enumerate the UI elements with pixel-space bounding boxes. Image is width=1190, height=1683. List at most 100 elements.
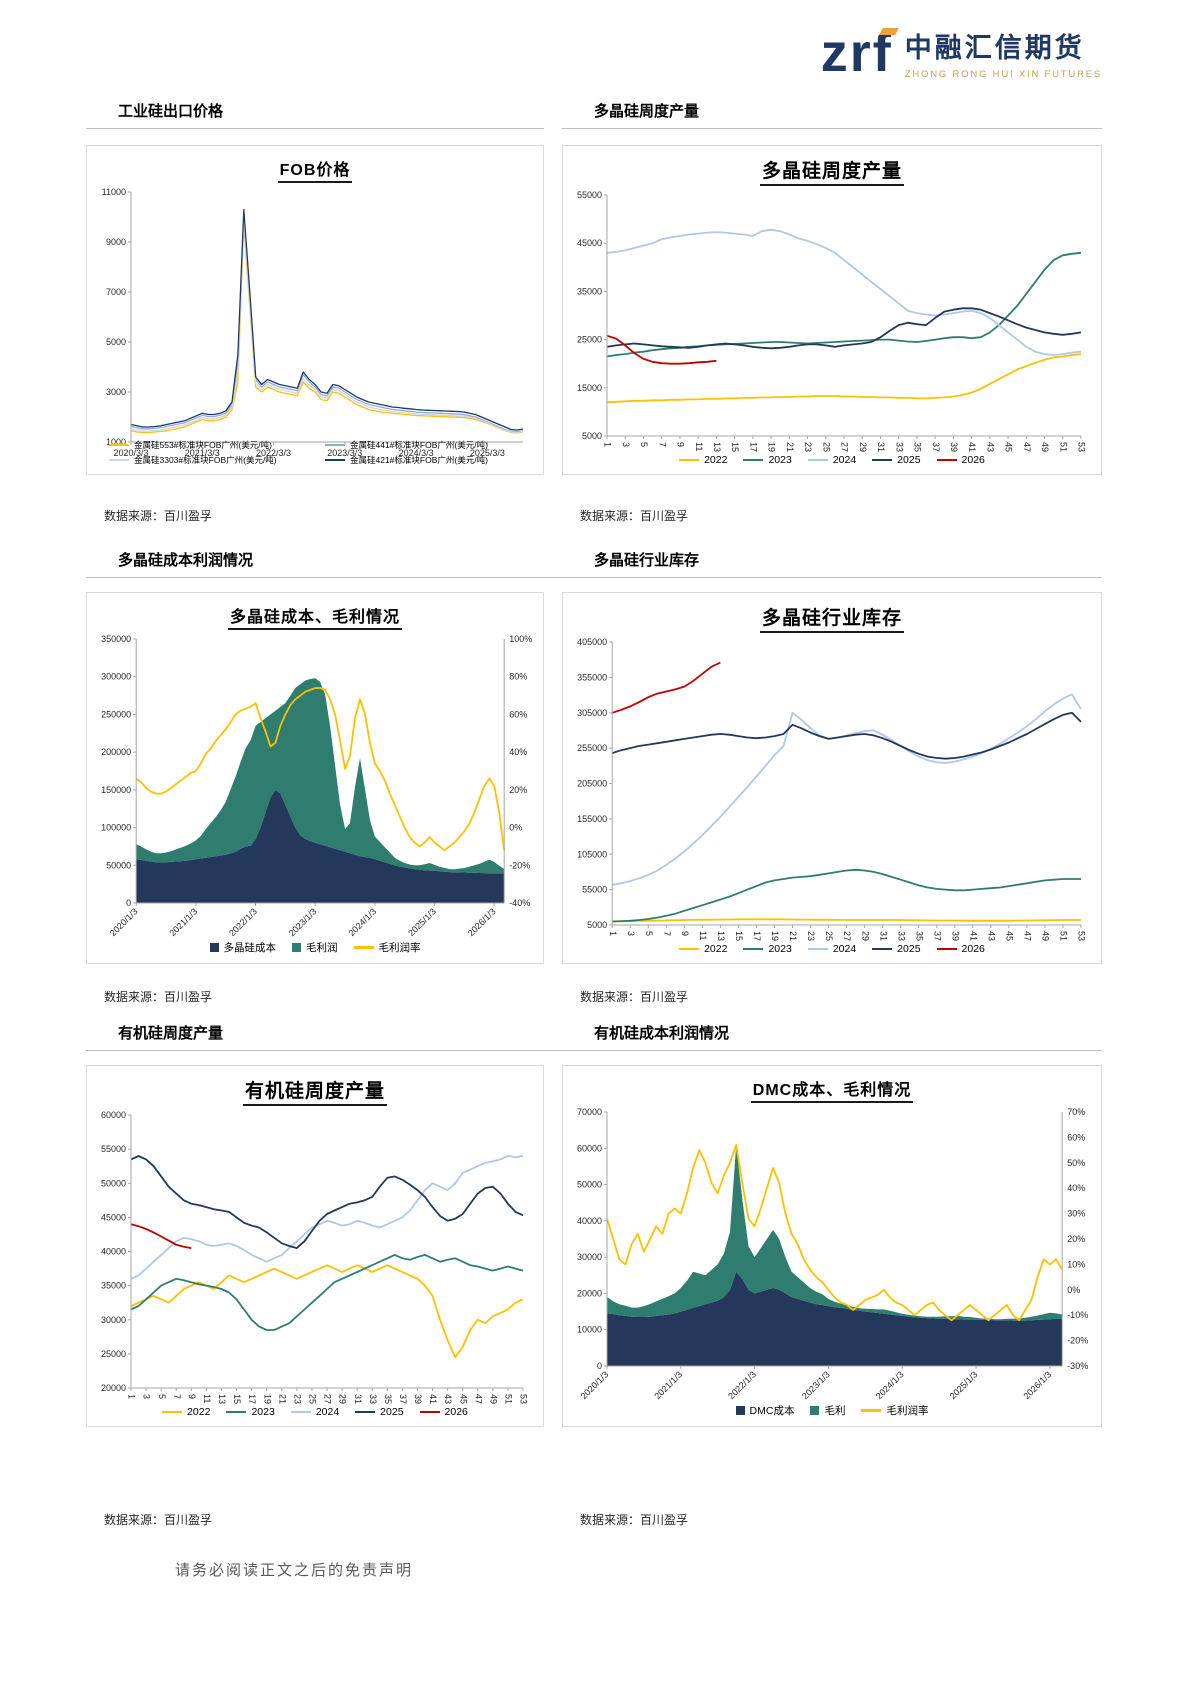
legend-item: 2022 bbox=[679, 943, 727, 955]
svg-text:25: 25 bbox=[824, 931, 834, 941]
svg-text:7: 7 bbox=[662, 931, 672, 936]
chart-title: 有机硅周度产量 bbox=[242, 1081, 387, 1106]
legend-item: 毛利润率 bbox=[353, 940, 421, 955]
svg-text:2024/1/3: 2024/1/3 bbox=[346, 906, 378, 938]
svg-text:50000: 50000 bbox=[106, 860, 131, 870]
polysilicon-weekly-output-chart: 多晶硅周度产量 5000 15000 25000 35000 45000 55000 1 3 5… bbox=[562, 145, 1102, 475]
legend-line-swatch-icon bbox=[679, 458, 700, 462]
svg-text:51: 51 bbox=[504, 1394, 514, 1404]
svg-text:13: 13 bbox=[716, 931, 726, 941]
polysilicon-inventory-chart: 多晶硅行业库存 5000 55000 105000 155000 205000 25500… bbox=[562, 592, 1102, 964]
svg-text:11000: 11000 bbox=[102, 187, 126, 197]
svg-text:33: 33 bbox=[368, 1394, 378, 1404]
legend-line-swatch-icon bbox=[355, 1410, 376, 1414]
svg-text:10%: 10% bbox=[1067, 1259, 1085, 1269]
svg-text:-10%: -10% bbox=[1067, 1310, 1088, 1320]
chart-title: 多晶硅周度产量 bbox=[759, 161, 904, 186]
svg-text:70000: 70000 bbox=[577, 1107, 602, 1117]
svg-text:45: 45 bbox=[1005, 931, 1015, 941]
svg-text:55000: 55000 bbox=[582, 885, 607, 895]
svg-text:2021/3/3: 2021/3/3 bbox=[185, 448, 220, 458]
legend-line-swatch-icon bbox=[109, 443, 129, 447]
svg-text:5000: 5000 bbox=[582, 431, 602, 441]
svg-text:50000: 50000 bbox=[101, 1178, 126, 1188]
charts-row-3: 有机硅周度产量 20000 25000 30000 35000 40000 45000 50… bbox=[86, 1065, 1102, 1427]
legend-item: 2022 bbox=[162, 1406, 210, 1418]
svg-text:255000: 255000 bbox=[577, 743, 607, 753]
legend-line-swatch-icon bbox=[936, 458, 957, 462]
svg-text:40%: 40% bbox=[1067, 1183, 1085, 1193]
svg-text:2022/3/3: 2022/3/3 bbox=[256, 448, 291, 458]
svg-text:9: 9 bbox=[187, 1394, 197, 1399]
svg-text:27: 27 bbox=[840, 442, 850, 452]
svg-text:29: 29 bbox=[858, 442, 868, 452]
svg-text:250000: 250000 bbox=[101, 709, 131, 719]
legend-item: 2024 bbox=[807, 454, 856, 466]
chart-legend: 2022 2023 2024 2025 2026 bbox=[95, 1402, 535, 1420]
section-titles-row-1: 工业硅出口价格 多晶硅周度产量 bbox=[86, 100, 1102, 129]
svg-text:53: 53 bbox=[1077, 442, 1087, 452]
svg-text:31: 31 bbox=[353, 1394, 363, 1404]
svg-text:19: 19 bbox=[767, 442, 777, 452]
svg-text:15: 15 bbox=[734, 931, 744, 941]
plot-area: 0 50000 100000 150000 200000 250000 300000 3500… bbox=[95, 631, 535, 938]
svg-text:13: 13 bbox=[217, 1394, 227, 1404]
svg-text:17: 17 bbox=[247, 1394, 257, 1404]
legend-item: 2026 bbox=[419, 1406, 468, 1418]
svg-text:2024/1/3: 2024/1/3 bbox=[874, 1369, 906, 1401]
svg-text:7: 7 bbox=[657, 442, 667, 447]
svg-text:15000: 15000 bbox=[577, 383, 602, 393]
svg-text:47: 47 bbox=[1023, 931, 1033, 941]
legend-item: 2026 bbox=[936, 943, 985, 955]
svg-text:2022/1/3: 2022/1/3 bbox=[227, 906, 259, 938]
svg-text:11: 11 bbox=[694, 442, 704, 451]
svg-text:49: 49 bbox=[1040, 442, 1050, 452]
svg-text:53: 53 bbox=[1077, 931, 1087, 941]
svg-text:23: 23 bbox=[806, 931, 816, 941]
chart-title: 多晶硅成本、毛利情况 bbox=[227, 609, 402, 630]
legend-label: 多晶硅成本 bbox=[223, 942, 277, 954]
svg-text:15: 15 bbox=[232, 1394, 242, 1404]
svg-text:2022/1/3: 2022/1/3 bbox=[726, 1369, 758, 1401]
svg-text:5: 5 bbox=[639, 442, 649, 447]
svg-text:100000: 100000 bbox=[101, 823, 131, 833]
legend-line-swatch-icon bbox=[743, 458, 764, 462]
polysilicon-cost-margin-chart: 多晶硅成本、毛利情况 0 50000 100000 150000 200000 25000… bbox=[86, 592, 544, 964]
svg-text:33: 33 bbox=[896, 931, 906, 941]
legend-line-swatch-icon bbox=[226, 1410, 247, 1414]
svg-text:41: 41 bbox=[428, 1394, 438, 1404]
svg-text:43: 43 bbox=[986, 931, 996, 941]
svg-text:51: 51 bbox=[1059, 931, 1069, 941]
svg-text:27: 27 bbox=[323, 1394, 333, 1404]
svg-text:1: 1 bbox=[608, 931, 618, 936]
legend-item: 2022 bbox=[679, 454, 727, 466]
svg-text:2020/1/3: 2020/1/3 bbox=[108, 906, 140, 938]
svg-text:23: 23 bbox=[292, 1394, 302, 1404]
plot-area: 0 10000 20000 30000 40000 50000 60000 70000 -30%… bbox=[571, 1104, 1093, 1401]
data-source-label: 数据来源：百川盈孚 bbox=[580, 509, 689, 523]
legend-label: 2024 bbox=[315, 1406, 340, 1418]
svg-text:49: 49 bbox=[1041, 931, 1051, 941]
legend-item: 多晶硅成本 bbox=[209, 940, 277, 955]
svg-text:3: 3 bbox=[626, 931, 636, 936]
charts-row-1: FOB价格 1000 3000 5000 7000 9000 11000 2020/3/3 2… bbox=[86, 145, 1102, 475]
svg-text:300000: 300000 bbox=[101, 672, 131, 682]
svg-text:10000: 10000 bbox=[577, 1325, 602, 1335]
chart-legend: 金属硅553#标准块FOB广州(美元/吨) 金属硅441#标准块FOB广州(美元/… bbox=[95, 437, 535, 468]
legend-label: 金属硅441#标准块FOB广州(美元/吨) bbox=[350, 440, 488, 450]
brand-name-en: ZHONG RONG HUI XIN FUTURES bbox=[904, 69, 1102, 80]
svg-text:29: 29 bbox=[338, 1394, 348, 1404]
brand-names: 中融汇信期货 ZHONG RONG HUI XIN FUTURES bbox=[905, 26, 1102, 80]
svg-text:2023/3/3: 2023/3/3 bbox=[327, 448, 362, 458]
legend-line-swatch-icon bbox=[353, 946, 374, 949]
data-source-label: 数据来源：百川盈孚 bbox=[580, 1513, 689, 1527]
svg-text:5: 5 bbox=[644, 931, 654, 936]
svg-text:2023/1/3: 2023/1/3 bbox=[800, 1369, 832, 1401]
svg-text:5: 5 bbox=[157, 1394, 167, 1399]
svg-text:45000: 45000 bbox=[101, 1212, 126, 1222]
section-title-organosilicon-cost-margin: 有机硅成本利润情况 bbox=[594, 1025, 730, 1042]
svg-text:25000: 25000 bbox=[577, 335, 602, 345]
legend-item: 2025 bbox=[872, 943, 921, 955]
legend-item: 2026 bbox=[936, 454, 985, 466]
